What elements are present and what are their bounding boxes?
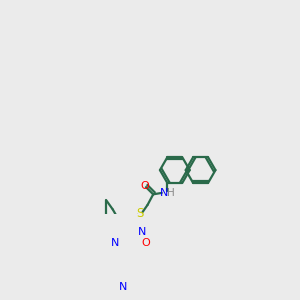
Text: H: H xyxy=(167,188,175,198)
Text: N: N xyxy=(138,227,147,237)
Text: O: O xyxy=(142,238,151,248)
Text: N: N xyxy=(118,282,127,292)
Text: N: N xyxy=(160,188,169,198)
Text: S: S xyxy=(137,207,144,220)
Text: N: N xyxy=(111,238,119,248)
Text: O: O xyxy=(140,181,149,191)
